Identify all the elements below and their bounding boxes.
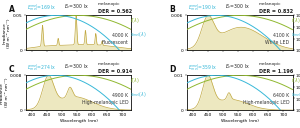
Text: $f(\lambda)$: $f(\lambda)$ xyxy=(291,76,300,84)
Text: $E_v$=300 lx: $E_v$=300 lx xyxy=(225,62,250,71)
Text: $E_v$=300 lx: $E_v$=300 lx xyxy=(64,62,89,71)
Text: $E_v$=300 lx: $E_v$=300 lx xyxy=(225,2,250,11)
Text: DER = 0.832: DER = 0.832 xyxy=(259,9,293,14)
Text: $f(\lambda)$: $f(\lambda)$ xyxy=(130,76,140,84)
Text: 4900 K
High-melanopic LED: 4900 K High-melanopic LED xyxy=(82,93,128,105)
Text: D: D xyxy=(169,65,176,73)
Text: 4000 K
Fluorescent: 4000 K Fluorescent xyxy=(101,33,128,45)
Text: $E_{mel}^{mel}$=190 lx: $E_{mel}^{mel}$=190 lx xyxy=(188,2,217,13)
Text: $s_{mel}(\lambda)$: $s_{mel}(\lambda)$ xyxy=(130,90,146,99)
Text: $E_{mel}^{mel}$=274 lx: $E_{mel}^{mel}$=274 lx xyxy=(27,62,56,73)
Text: $E_{mel}^{mel}$=359 lx: $E_{mel}^{mel}$=359 lx xyxy=(188,62,217,73)
Text: melanopic: melanopic xyxy=(98,62,120,66)
Text: $E_v$=300 lx: $E_v$=300 lx xyxy=(64,2,89,11)
Text: B: B xyxy=(169,5,175,14)
Text: $f(\lambda)$: $f(\lambda)$ xyxy=(291,16,300,25)
Text: $s_{mel}(\lambda)$: $s_{mel}(\lambda)$ xyxy=(130,30,146,39)
Text: $s_{mel}(\lambda)$: $s_{mel}(\lambda)$ xyxy=(291,90,300,99)
Y-axis label: Irradiance
(W m⁻² nm⁻¹): Irradiance (W m⁻² nm⁻¹) xyxy=(0,78,8,107)
Text: DER = 1.196: DER = 1.196 xyxy=(259,69,293,74)
Text: A: A xyxy=(8,5,14,14)
Text: DER = 0.914: DER = 0.914 xyxy=(98,69,132,74)
Text: $s_{mel}(\lambda)$: $s_{mel}(\lambda)$ xyxy=(291,30,300,39)
Text: 4100 K
White LED: 4100 K White LED xyxy=(265,33,289,45)
Text: melanopic: melanopic xyxy=(98,2,120,6)
Text: $f(\lambda)$: $f(\lambda)$ xyxy=(130,16,140,25)
X-axis label: Wavelength (nm): Wavelength (nm) xyxy=(220,119,259,123)
X-axis label: Wavelength (nm): Wavelength (nm) xyxy=(59,119,98,123)
Text: 6400 K
High-melanopic LED: 6400 K High-melanopic LED xyxy=(243,93,289,105)
Text: melanopic: melanopic xyxy=(259,2,281,6)
Y-axis label: Irradiance
(W m⁻² nm⁻¹): Irradiance (W m⁻² nm⁻¹) xyxy=(3,18,11,47)
Text: $E_{mel}^{mel}$=169 lx: $E_{mel}^{mel}$=169 lx xyxy=(27,2,56,13)
Text: DER = 0.562: DER = 0.562 xyxy=(98,9,132,14)
Text: C: C xyxy=(8,65,14,73)
Text: melanopic: melanopic xyxy=(259,62,281,66)
